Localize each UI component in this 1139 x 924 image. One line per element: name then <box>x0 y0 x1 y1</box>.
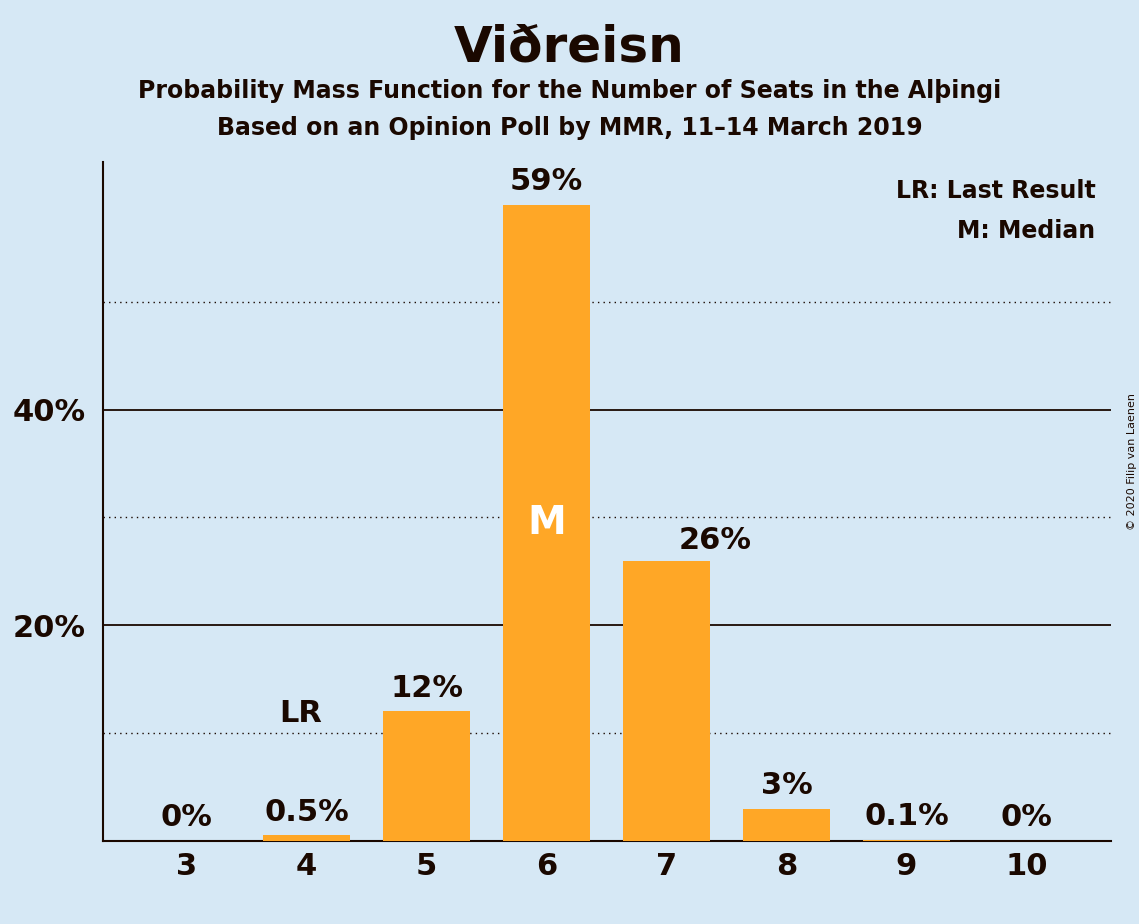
Text: M: M <box>527 504 566 541</box>
Text: 0%: 0% <box>1000 803 1052 833</box>
Bar <box>263 835 350 841</box>
Text: 3%: 3% <box>761 771 812 800</box>
Text: 59%: 59% <box>510 167 583 196</box>
Text: M: Median: M: Median <box>957 219 1096 243</box>
Text: Probability Mass Function for the Number of Seats in the Alþingi: Probability Mass Function for the Number… <box>138 79 1001 103</box>
Bar <box>744 808 829 841</box>
Text: 26%: 26% <box>679 526 752 555</box>
Bar <box>863 840 950 841</box>
Text: Based on an Opinion Poll by MMR, 11–14 March 2019: Based on an Opinion Poll by MMR, 11–14 M… <box>216 116 923 140</box>
Text: LR: LR <box>279 699 322 728</box>
Text: 0.5%: 0.5% <box>264 797 349 827</box>
Text: Viðreisn: Viðreisn <box>454 23 685 71</box>
Text: 12%: 12% <box>390 674 464 703</box>
Text: 0%: 0% <box>161 803 213 833</box>
Text: 0.1%: 0.1% <box>865 802 949 832</box>
Text: © 2020 Filip van Laenen: © 2020 Filip van Laenen <box>1126 394 1137 530</box>
Bar <box>503 205 590 841</box>
Text: LR: Last Result: LR: Last Result <box>895 178 1096 202</box>
Bar <box>384 711 469 841</box>
Bar <box>623 561 710 841</box>
